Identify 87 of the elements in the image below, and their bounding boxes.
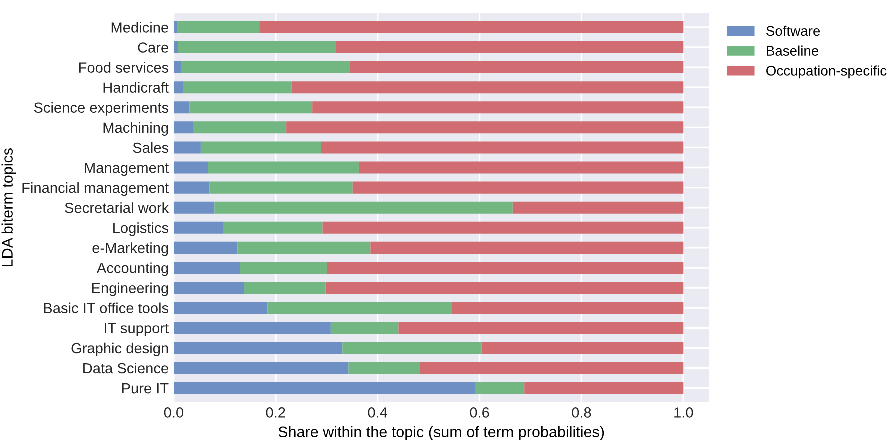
y-tick-label: Management (85, 163, 169, 176)
bar (223, 222, 323, 234)
y-tick-label: Machining (104, 122, 168, 136)
bar (174, 142, 201, 154)
bar (330, 322, 399, 334)
x-axis-title: Share within the topic (sum of term probabilities) (278, 426, 604, 441)
bar (174, 302, 268, 314)
bar (200, 142, 322, 154)
bar (420, 362, 684, 374)
bar (322, 222, 684, 234)
legend-label: Software (766, 26, 820, 36)
bar (312, 102, 684, 114)
bar (292, 82, 684, 94)
bar (321, 142, 684, 154)
bar (183, 82, 292, 94)
bar (512, 202, 684, 214)
bar (178, 21, 260, 34)
y-tick-label: e-Marketing (92, 242, 168, 256)
bar (178, 41, 336, 54)
bar (524, 382, 684, 394)
bar (358, 162, 684, 174)
bar (342, 342, 482, 354)
bar (174, 82, 184, 94)
bar (174, 202, 215, 214)
bar (174, 222, 224, 234)
bar (350, 62, 684, 74)
bar (174, 162, 208, 174)
y-tick-label: Basic IT office tools (44, 302, 169, 314)
bar (208, 162, 359, 174)
bar (268, 302, 452, 314)
bar (336, 41, 684, 54)
x-tick-label: 0.4 (368, 408, 388, 418)
bar (452, 302, 684, 314)
bar (174, 362, 349, 374)
y-tick-label: Financial management (22, 182, 169, 196)
bar (174, 322, 331, 334)
bar (174, 342, 343, 354)
legend-label: Occupation-specific (766, 66, 887, 79)
bar (190, 102, 313, 114)
bar (210, 182, 353, 194)
bar (260, 21, 684, 34)
y-tick-label: Science experiments (34, 102, 169, 116)
y-axis-title: LDA biterm topics (2, 148, 16, 266)
y-tick-label: Sales (133, 142, 169, 154)
bar (174, 102, 190, 114)
x-tick-label: 1.0 (674, 408, 694, 418)
bar (244, 282, 326, 294)
x-tick-label: 0.8 (572, 408, 592, 418)
legend-label: Baseline (767, 46, 819, 56)
bar (327, 262, 684, 274)
bar (174, 262, 240, 274)
y-tick-label: Secretarial work (65, 202, 170, 214)
bar (174, 62, 182, 74)
y-tick-label: Pure IT (122, 384, 169, 394)
bar (286, 122, 684, 134)
x-tick-label: 0.6 (470, 408, 490, 418)
y-tick-label: Graphic design (72, 342, 168, 356)
bar (174, 182, 210, 194)
bar (174, 41, 178, 54)
y-tick-label: Care (138, 42, 168, 53)
bar (482, 342, 684, 354)
bar (326, 282, 684, 294)
bar (348, 362, 420, 374)
bar (193, 122, 287, 134)
y-tick-label: Logistics (114, 222, 169, 236)
bar (174, 122, 194, 134)
y-tick-label: Medicine (112, 22, 168, 33)
y-tick-label: Handicraft (104, 82, 169, 94)
y-tick-label: Engineering (92, 282, 168, 296)
y-tick-label: Accounting (96, 262, 168, 276)
bar (174, 21, 178, 34)
bar (370, 242, 684, 254)
x-tick-label: 0.2 (266, 408, 286, 418)
bar (214, 202, 513, 214)
bar (398, 322, 684, 334)
x-tick-label: 0.0 (164, 408, 184, 418)
y-tick-label: Data Science (84, 362, 168, 374)
bar (174, 282, 244, 294)
y-tick-label: IT support (105, 323, 169, 336)
bar (181, 62, 350, 74)
y-tick-label: Food services (80, 62, 169, 73)
bar (238, 242, 371, 254)
bar (475, 382, 525, 394)
bar (174, 242, 238, 254)
bar (240, 262, 328, 274)
bar (352, 182, 684, 194)
bar (174, 382, 476, 394)
